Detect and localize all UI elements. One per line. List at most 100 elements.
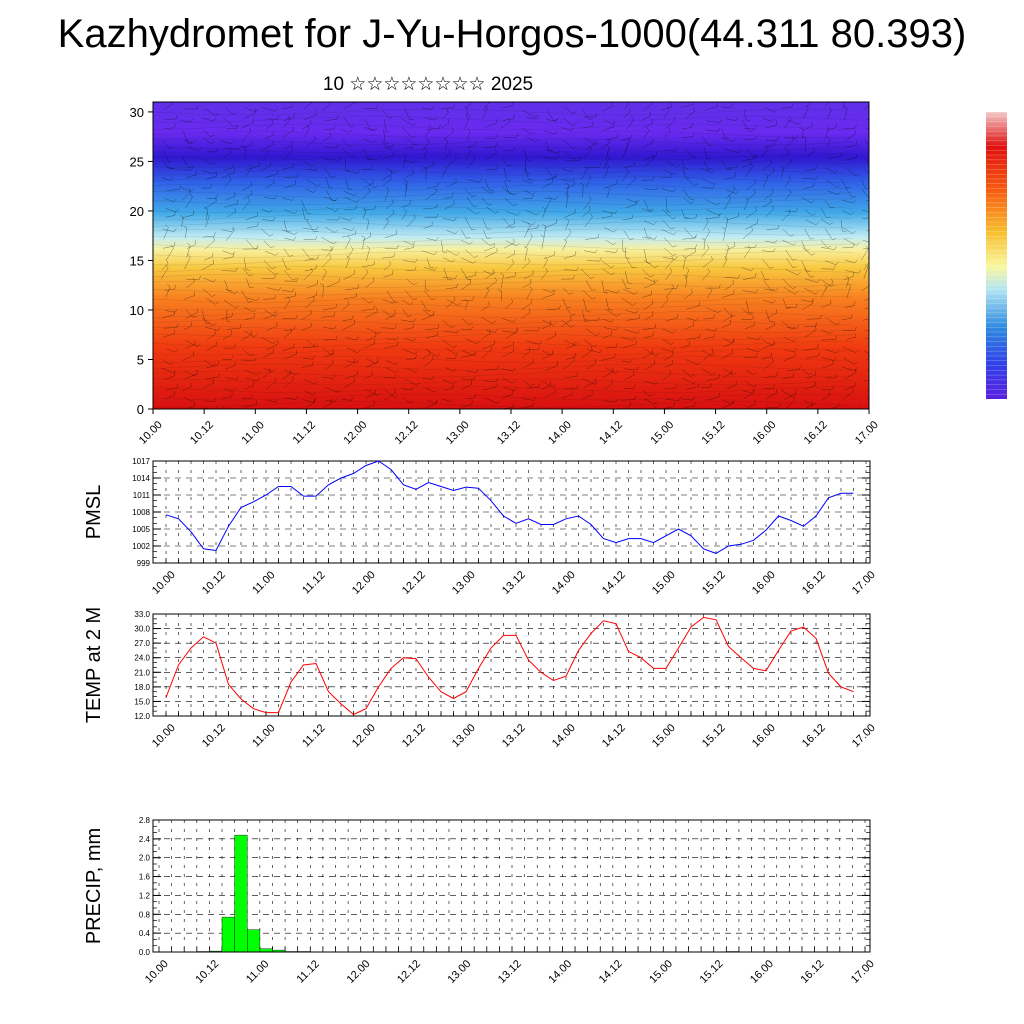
temp-axis-label: TEMP at 2 M [83, 607, 105, 723]
precip-panel: 0.0 0.4 0.8 1.2 1.6 2.0 2.4 2.8 10.00 10.12 11.00… [83, 816, 877, 986]
precip-x-tick-label: 14.12 [597, 958, 625, 986]
heatmap-x-tick-label: 11.12 [291, 419, 318, 446]
temp-x-tick-label: 10.12 [200, 722, 228, 750]
pmsl-y-tick-label: 1014 [132, 474, 150, 483]
pmsl-x-tick-label: 16.12 [800, 569, 828, 597]
chart-title: Kazhydromet for J-Yu-Horgos-1000(44.311 … [57, 12, 967, 56]
temp-y-tick-label: 33.0 [134, 610, 150, 619]
precip-x-tick-label: 13.12 [496, 958, 524, 986]
temp-x-tick-label: 13.12 [500, 722, 528, 750]
heatmap-field [153, 102, 869, 409]
heatmap-y-tick-label: 5 [137, 352, 144, 367]
pmsl-x-tick-label: 14.00 [550, 569, 578, 597]
precip-x-tick-label: 11.00 [244, 958, 271, 985]
heatmap-y-tick-label: 0 [137, 402, 144, 417]
precip-x-tick-label: 13.00 [445, 958, 473, 986]
pmsl-x-tick-label: 10.12 [200, 569, 228, 597]
heatmap-y-tick-label: 25 [130, 154, 144, 169]
pmsl-y-tick-label: 1008 [132, 508, 150, 517]
precip-y-tick-label: 2.0 [139, 854, 151, 863]
precip-x-tick-label: 14.00 [546, 958, 574, 986]
temp-y-tick-label: 18.0 [134, 683, 150, 692]
heatmap-x-tick-label: 15.00 [648, 419, 676, 447]
precip-y-tick-label: 0.8 [139, 910, 151, 919]
precip-y-tick-label: 1.6 [139, 873, 151, 882]
pmsl-x-tick-label: 15.00 [650, 569, 678, 597]
temp-x-tick-label: 11.12 [300, 722, 327, 749]
heatmap-x-tick-label: 16.12 [802, 419, 830, 447]
temp-y-tick-label: 15.0 [134, 697, 150, 706]
precip-y-tick-label: 0.4 [139, 929, 151, 938]
pmsl-x-tick-label: 13.12 [500, 569, 528, 597]
precip-x-tick-label: 12.00 [345, 958, 373, 986]
temp-x-tick-label: 15.12 [700, 722, 728, 750]
temp-grid [153, 613, 870, 717]
temp-y-tick-label: 24.0 [134, 654, 150, 663]
precip-y-tick-label: 1.2 [139, 891, 151, 900]
precip-x-tick-label: 15.00 [647, 958, 675, 986]
heatmap-x-tick-label: 13.12 [495, 419, 523, 447]
precip-grid [153, 819, 870, 953]
temp-x-tick-label: 12.00 [350, 722, 378, 750]
precip-y-tick-label: 2.8 [139, 816, 151, 825]
precip-frame [152, 819, 871, 953]
pmsl-x-tick-label: 11.00 [250, 569, 277, 596]
pmsl-y-tick-label: 1005 [132, 525, 150, 534]
precip-bar [234, 834, 248, 953]
pmsl-y-tick-label: 1017 [132, 457, 150, 466]
chart-subtitle: 10 ☆☆☆☆☆☆☆☆ 2025 [322, 74, 534, 95]
precip-x-tick-label: 12.12 [395, 958, 423, 986]
pmsl-grid [153, 460, 870, 564]
precip-bar [221, 916, 235, 953]
heatmap-y-tick-label: 20 [130, 204, 144, 219]
heatmap-x-tick-label: 11.00 [239, 419, 266, 446]
precip-x-tick-label: 10.12 [193, 958, 221, 986]
precip-x-tick-label: 17.00 [849, 958, 877, 986]
temp-x-tick-label: 15.00 [650, 722, 678, 750]
precip-bar [247, 929, 261, 953]
heatmap-x-tick-label: 17.00 [853, 419, 881, 447]
pmsl-x-tick-label: 17.00 [850, 569, 878, 597]
cross-section-panel: 0 5 10 15 20 25 30 10.00 10.12 11.00 11.12 12.00 12… [130, 101, 881, 447]
color-bar-levels [986, 111, 1007, 395]
temp-x-tick-label: 16.00 [750, 722, 778, 750]
pmsl-x-tick-label: 15.12 [700, 569, 728, 597]
temp-y-axis: 12.0 15.0 18.0 21.0 24.0 27.0 30.0 33.0 [134, 610, 870, 721]
heatmap-y-tick-label: 30 [130, 105, 144, 120]
temp-panel: 12.015.018.021.024.027.030.033.0 10.00 10… [83, 607, 878, 750]
heatmap-y-tick-label: 15 [130, 253, 144, 268]
heatmap-x-tick-label: 15.12 [699, 419, 727, 447]
temp-x-tick-label: 17.00 [850, 722, 878, 750]
precip-x-tick-label: 16.00 [748, 958, 776, 986]
precip-x-axis: 10.00 10.12 11.00 11.12 12.00 12.12 13.00 13.12… [143, 958, 877, 986]
pmsl-x-tick-label: 13.00 [450, 569, 478, 597]
temp-x-tick-label: 11.00 [250, 722, 277, 749]
heatmap-y-axis: 0 5 10 15 20 25 30 [130, 105, 153, 417]
pmsl-y-tick-label: 1011 [133, 491, 151, 500]
temp-x-tick-label: 12.12 [400, 722, 428, 750]
temp-frame [152, 613, 871, 717]
temp-x-tick-label: 10.00 [150, 722, 178, 750]
temp-x-tick-label: 14.12 [600, 722, 628, 750]
heatmap-x-tick-label: 13.00 [444, 419, 472, 447]
heatmap-x-tick-label: 14.00 [546, 419, 574, 447]
precip-x-tick-label: 15.12 [698, 958, 726, 986]
temp-y-tick-label: 27.0 [134, 639, 150, 648]
heatmap-y-tick-label: 10 [130, 303, 144, 318]
pmsl-x-tick-label: 16.00 [750, 569, 778, 597]
heatmap-x-tick-label: 10.12 [188, 419, 216, 447]
pmsl-y-tick-label: 999 [137, 559, 151, 568]
pmsl-x-tick-label: 10.00 [150, 569, 178, 597]
pmsl-x-tick-label: 14.12 [600, 569, 628, 597]
precip-y-tick-label: 0.0 [139, 948, 151, 957]
pmsl-x-axis: 10.00 10.12 11.00 11.12 12.00 12.12 13.00 13.12… [150, 569, 878, 597]
heatmap-x-tick-label: 10.00 [137, 419, 165, 447]
temp-x-axis: 10.00 10.12 11.00 11.12 12.00 12.12 13.00 13.12… [150, 722, 878, 750]
heatmap-x-tick-label: 14.12 [597, 419, 625, 447]
temp-series-line [165, 616, 854, 716]
pmsl-y-tick-label: 1002 [132, 542, 150, 551]
pmsl-axis-label: PMSL [83, 485, 105, 539]
pmsl-x-tick-label: 11.12 [300, 569, 327, 596]
precip-bars [196, 834, 740, 953]
